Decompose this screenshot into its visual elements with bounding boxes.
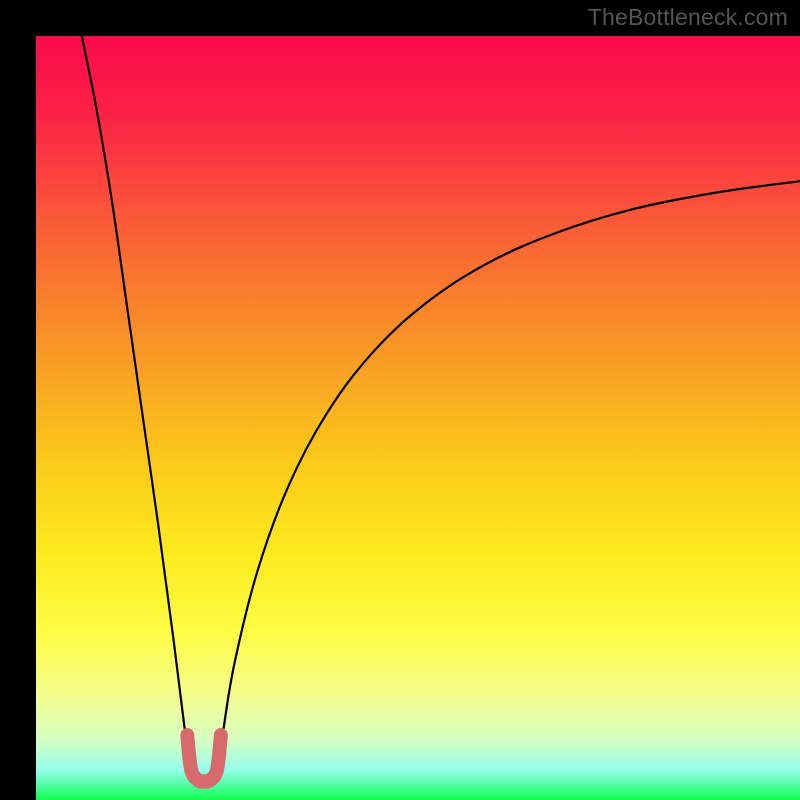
- chart-svg: [0, 0, 800, 800]
- watermark-text: TheBottleneck.com: [588, 4, 788, 31]
- chart-frame: TheBottleneck.com: [0, 0, 800, 800]
- plot-background-gradient: [36, 36, 800, 800]
